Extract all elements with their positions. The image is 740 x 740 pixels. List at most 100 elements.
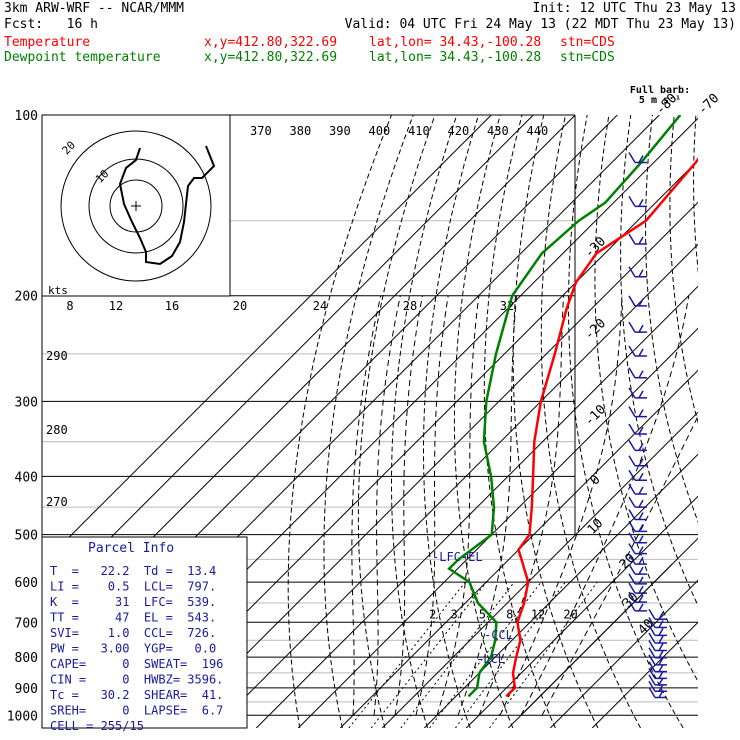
wind-barb: [628, 387, 647, 399]
dry-adiabat-350: [594, 115, 698, 683]
wind-barb: [648, 654, 667, 666]
temperature-line: [505, 157, 698, 698]
isotherm--50: [171, 201, 698, 728]
pressure-label-600: 600: [15, 576, 38, 591]
dry-adiabat-390: [693, 115, 698, 274]
barb-legend-units: 5 m s⁻¹: [639, 95, 681, 106]
pressure-label-900: 900: [15, 682, 38, 697]
parcel-row: TT = 47 EL = 543.: [50, 611, 216, 625]
wind-barb: [628, 196, 647, 208]
dry-adiabat-330: [540, 115, 641, 728]
dry-adiabat-300: [453, 115, 514, 728]
lfc-el-marker: -LFC-EL: [432, 550, 483, 564]
wind-barb: [628, 266, 647, 278]
hodograph-units: kts: [48, 284, 68, 297]
dry-adiabat-280: [391, 115, 458, 728]
temperature-legend-xy: x,y=412.80,322.69: [204, 35, 338, 50]
dewpoint-legend-latlon: lat,lon= 34.43,-100.28: [369, 50, 542, 65]
parcel-box: [41, 536, 248, 729]
isotherm-10: [423, 453, 698, 728]
wind-barb: [648, 624, 667, 637]
wind-barb: [648, 632, 667, 644]
mixing-ratio-5: [400, 581, 515, 728]
wind-barb: [628, 553, 647, 565]
parcel-row: Tc = 30.2 SHEAR= 41.: [50, 688, 223, 702]
lcl-marker: -LCL: [476, 652, 505, 666]
mixing-top-label-8: 8: [66, 299, 73, 313]
dry-adiabat-360: [620, 115, 698, 607]
wind-barb: [628, 423, 647, 435]
barb-legend-label: Full barb:: [630, 85, 690, 96]
isotherm-label-m10: -10: [582, 402, 609, 429]
temperature-legend-station: stn=CDS: [560, 35, 615, 50]
mixing-ratio-2: [348, 581, 466, 728]
moist-adiabat--5: [373, 295, 401, 716]
dry-adiabat-250: [287, 115, 392, 728]
moist-adiabat-5: [415, 295, 449, 716]
pressure-label-800: 800: [15, 651, 38, 666]
mixing-top-label-12: 12: [109, 299, 123, 313]
hodograph-trace: [118, 145, 216, 266]
theta-label-380: 380: [290, 124, 312, 138]
temperature-legend-latlon: lat,lon= 34.43,-100.28: [369, 35, 542, 50]
mixing-ratio-label-3: 3: [450, 607, 457, 621]
mixing-ratio-label-2: 2: [429, 607, 436, 621]
moist-adiabat-30: [520, 295, 690, 716]
mixing-top-label-28: 28: [403, 299, 417, 313]
isotherm-50: [591, 621, 698, 728]
mixing-ratio-20: [489, 581, 598, 728]
dry-adiabat-270: [357, 115, 436, 728]
mixing-ratio-8: [429, 581, 542, 728]
parcel-row: T = 22.2 Td = 13.4: [50, 564, 216, 578]
pressure-label-400: 400: [15, 470, 38, 485]
wind-barb: [648, 661, 667, 673]
moist-adiabat-15: [457, 295, 517, 716]
pressure-label-700: 700: [15, 616, 38, 631]
wind-barb: [628, 321, 647, 333]
mixing-ratio-3: [370, 581, 487, 728]
hodograph-center: [131, 201, 141, 211]
parcel-row: SREH= 0 LAPSE= 6.7: [50, 704, 223, 718]
parcel-row: SVI= 1.0 CCL= 726.: [50, 626, 216, 640]
isotherm--10: [339, 369, 698, 728]
wind-barb: [628, 345, 647, 357]
wind-barb: [648, 647, 667, 659]
wind-barb: [648, 680, 667, 693]
parcel-row: CAPE= 0 SWEAT= 196: [50, 657, 223, 671]
isotherm-30-lower: [520, 563, 673, 716]
theta-label-400: 400: [369, 124, 391, 138]
pressure-label-1000: 1000: [7, 709, 38, 724]
isotherm-20: [465, 495, 698, 728]
mixing-ratio-12: [455, 581, 566, 728]
moist-adiabat--10: [351, 295, 382, 716]
dry-adiabat-label-280: 280: [46, 423, 68, 437]
ccl-marker: -CCL: [484, 628, 513, 642]
wind-barb: [628, 573, 647, 585]
pressure-label-200: 200: [15, 290, 38, 305]
mixing-ratio-label-12: 12: [531, 607, 545, 621]
theta-label-410: 410: [408, 124, 430, 138]
wind-barb: [628, 152, 647, 164]
wind-barb: [628, 591, 647, 603]
wind-barb: [628, 455, 647, 467]
wind-barb: [628, 582, 647, 594]
dry-adiabat-label-290: 290: [46, 349, 68, 363]
wind-barb: [628, 563, 647, 575]
isotherm--30: [255, 285, 698, 728]
isotherm-40: [549, 579, 698, 728]
isotherm--40: [213, 243, 698, 728]
theta-label-390: 390: [329, 124, 351, 138]
theta-label-370: 370: [250, 124, 272, 138]
wind-barb: [648, 667, 667, 680]
dewpoint-line: [447, 115, 682, 698]
isotherm-label-m20: -20: [582, 316, 609, 343]
wind-barb: [628, 406, 647, 418]
dry-adiabat-380: [669, 115, 698, 425]
isotherm-30: [507, 537, 698, 728]
mixing-ratio-label-5: 5: [479, 607, 486, 621]
dry-adiabat-400: [717, 115, 740, 728]
theta-label-430: 430: [487, 124, 509, 138]
wind-barb: [628, 496, 647, 508]
wind-barb: [628, 600, 647, 612]
parcel-row: CELL = 255/15: [50, 719, 144, 733]
